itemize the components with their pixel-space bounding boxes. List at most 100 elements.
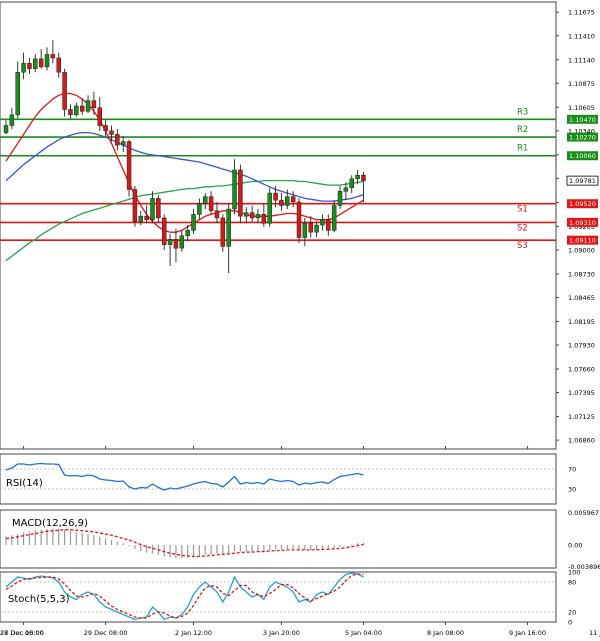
candle-body	[38, 58, 44, 68]
level-name-r1: R1	[517, 144, 528, 154]
price-tick-label: 1.08730	[568, 270, 595, 278]
candle-body	[290, 196, 296, 203]
level-price-box	[567, 114, 598, 124]
stoch-tick-label: 0	[568, 619, 572, 627]
price-tick-label: 1.07660	[568, 366, 595, 374]
level-price-label: 1.09110	[569, 237, 596, 245]
price-tick-label: 1.07125	[568, 413, 595, 421]
candle-body	[21, 63, 26, 73]
stoch-label: Stoch(5,5,3)	[8, 594, 70, 605]
candle-body	[202, 196, 208, 204]
candle-body	[91, 100, 97, 109]
candle-body	[179, 235, 185, 249]
candle-body	[191, 214, 196, 231]
candle-body	[50, 54, 56, 59]
price-tick-label: 1.10340	[568, 127, 595, 135]
macd-tick-label: -0.003896	[568, 563, 600, 571]
candle-body	[273, 192, 278, 201]
rsi-pane-frame	[0, 453, 557, 505]
candle-body	[337, 191, 343, 206]
candle-body	[220, 217, 226, 247]
macd-pane-frame	[0, 509, 557, 569]
candle-body	[308, 223, 313, 233]
level-name-r3: R3	[517, 107, 528, 117]
rsi-line	[5, 462, 364, 491]
level-name-s2: S2	[517, 223, 528, 233]
candle-body	[314, 224, 319, 233]
stoch-pane: 100 80 20 0 Stoch(5,5,3)	[0, 569, 580, 627]
ma-slow-line	[5, 179, 364, 262]
candle-body	[9, 114, 15, 126]
candle-body	[279, 199, 284, 206]
price-tick-label: 1.11410	[568, 32, 595, 40]
rsi-label: RSI(14)	[6, 478, 43, 489]
candle-body	[267, 192, 272, 224]
ma-mid-line	[5, 131, 364, 202]
candle-body	[115, 134, 120, 146]
candle-body	[244, 212, 249, 217]
candle-body	[226, 208, 231, 247]
candle-body	[56, 57, 61, 73]
current-price-label: 1.09781	[569, 177, 596, 185]
candle-body	[97, 107, 103, 126]
price-tick-label: 1.09000	[568, 246, 595, 254]
level-name-s3: S3	[517, 241, 528, 251]
candle-body	[132, 189, 138, 222]
candle-body	[15, 71, 20, 116]
candle-body	[167, 239, 173, 245]
time-tick-label: 28 Dec 00:00	[0, 629, 44, 637]
level-price-box	[567, 199, 598, 209]
price-pane-frame	[0, 1, 557, 450]
candle-body	[232, 169, 237, 210]
candle-body	[361, 175, 366, 181]
time-tick-label: 11 Jan 00:00	[589, 629, 600, 637]
candle-body	[249, 212, 255, 219]
stoch-d-line	[5, 573, 364, 619]
macd-pane: 0.005967 0.00 -0.003896 MACD(12,26,9)	[0, 509, 600, 571]
candle-body	[326, 219, 331, 231]
candle-body	[27, 63, 32, 69]
candle-body	[343, 187, 349, 192]
level-price-box	[567, 235, 598, 245]
level-price-label: 1.09310	[569, 219, 596, 227]
candle-body	[126, 141, 132, 190]
candle-body	[331, 205, 337, 231]
level-price-label: 1.09520	[569, 200, 596, 208]
stoch-k-line	[5, 572, 364, 621]
price-tick-label: 1.06860	[568, 437, 595, 445]
price-tick-label: 1.08465	[568, 294, 595, 302]
candle-body	[144, 215, 149, 220]
candle-body	[85, 100, 91, 112]
level-name-s1: S1	[517, 205, 528, 215]
candle-body	[120, 141, 126, 146]
price-tick-label: 1.10605	[568, 104, 595, 112]
rsi-tick-label: 70	[568, 466, 576, 474]
macd-tick-label: 0.00	[568, 542, 582, 550]
time-tick-label: 29 Dec 08:00	[84, 629, 128, 637]
candle-body	[255, 214, 261, 219]
price-pane: 1.11675 1.11410 1.11140 1.10875 1.10605 1.103…	[0, 1, 599, 450]
candle-body	[3, 125, 9, 133]
candle-body	[74, 105, 79, 116]
level-price-box	[567, 132, 598, 142]
candle-body	[185, 230, 190, 236]
candle-body	[156, 198, 161, 219]
candle-body	[261, 214, 267, 224]
level-price-box	[567, 151, 598, 161]
candle-body	[296, 201, 302, 238]
candle-body	[44, 54, 50, 68]
stoch-pane-frame	[0, 571, 557, 623]
candle-body	[33, 58, 38, 69]
price-tick-label: 1.10875	[568, 80, 595, 88]
price-tick-label: 1.11140	[568, 56, 595, 64]
macd-label: MACD(12,26,9)	[12, 518, 88, 529]
time-tick-label: 27 Dec 16:00	[0, 629, 44, 637]
level-price-label: 1.10270	[569, 134, 596, 142]
rsi-tick-label: 30	[568, 486, 576, 494]
candle-body	[285, 196, 290, 206]
rsi-pane: 70 30 RSI(14)	[0, 453, 576, 505]
time-tick-label: 5 Jan 04:00	[345, 629, 382, 637]
candle-body	[355, 175, 360, 180]
